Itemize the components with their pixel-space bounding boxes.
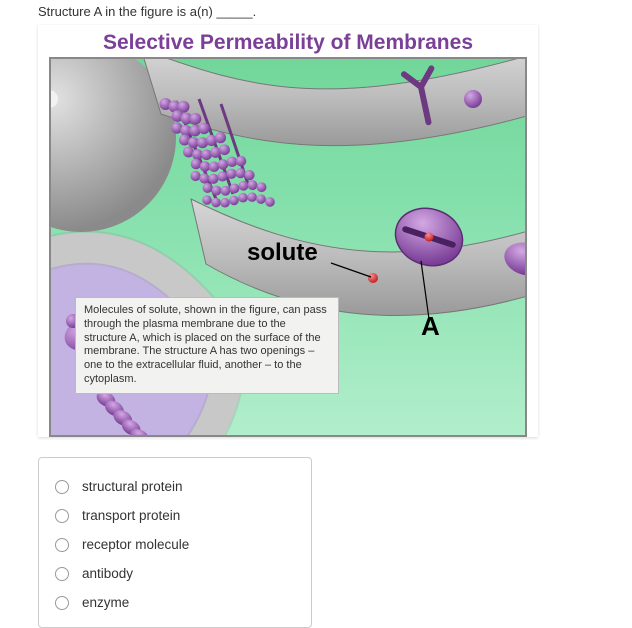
question-text: Structure A in the figure is a(n) _____. (38, 4, 632, 19)
option-enzyme[interactable]: enzyme (55, 588, 295, 617)
radio-icon[interactable] (55, 567, 69, 581)
option-structural-protein[interactable]: structural protein (55, 472, 295, 501)
option-label: transport protein (82, 508, 180, 523)
radio-icon[interactable] (55, 596, 69, 610)
answer-options: structural protein transport protein rec… (38, 457, 312, 628)
radio-icon[interactable] (55, 480, 69, 494)
option-label: enzyme (82, 595, 129, 610)
option-antibody[interactable]: antibody (55, 559, 295, 588)
option-label: structural protein (82, 479, 183, 494)
structure-a-label: A (421, 311, 440, 342)
solute-label: solute (247, 239, 318, 267)
option-label: receptor molecule (82, 537, 189, 552)
diagram-tooltip: Molecules of solute, shown in the figure… (75, 297, 339, 394)
option-receptor-molecule[interactable]: receptor molecule (55, 530, 295, 559)
option-transport-protein[interactable]: transport protein (55, 501, 295, 530)
figure-container: Selective Permeability of Membranes (38, 25, 538, 437)
option-label: antibody (82, 566, 133, 581)
radio-icon[interactable] (55, 509, 69, 523)
membrane-diagram: solute A Molecules of solute, shown in t… (49, 57, 527, 437)
figure-title: Selective Permeability of Membranes (38, 25, 538, 57)
radio-icon[interactable] (55, 538, 69, 552)
